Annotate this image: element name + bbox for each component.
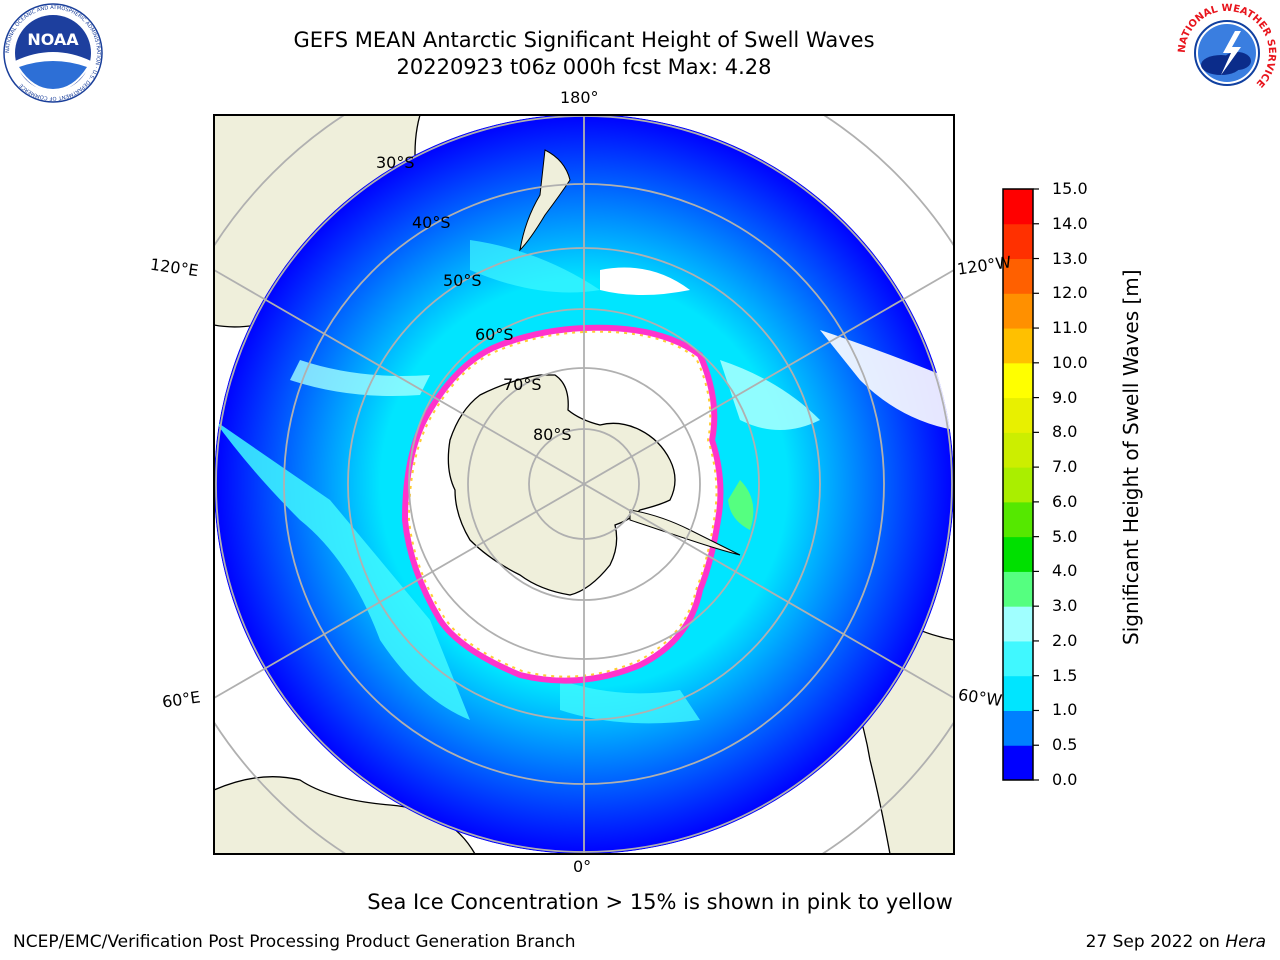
new-zealand-land — [519, 149, 571, 252]
colorbar-swatch-8 — [1003, 467, 1033, 503]
colorbar-swatch-12 — [1003, 328, 1033, 364]
colorbar-tick-label: 1.0 — [1052, 700, 1078, 720]
colorbar-tick-label: 0.5 — [1052, 735, 1078, 755]
colorbar-tick-label: 12.0 — [1052, 283, 1088, 303]
nws-logo: NATIONAL WEATHER SERVICE — [1177, 3, 1277, 102]
colorbar-tick-label: 7.0 — [1052, 457, 1078, 477]
colorbar-swatch-16 — [1003, 189, 1033, 225]
colorbar-tick-label: 10.0 — [1052, 352, 1088, 372]
footer-date-text: 27 Sep 2022 on — [1085, 932, 1220, 952]
footer-branch: NCEP/EMC/Verification Post Processing Pr… — [13, 932, 576, 952]
colorbar-tick-label: 11.0 — [1052, 318, 1088, 338]
sea-ice-note: Sea Ice Concentration > 15% is shown in … — [367, 890, 953, 914]
colorbar-swatch-10 — [1003, 397, 1033, 433]
colorbar-tick-label: 13.0 — [1052, 248, 1088, 268]
colorbar-tick-label: 2.0 — [1052, 630, 1078, 650]
colorbar-swatch-2 — [1003, 675, 1033, 711]
lat-label-60s: 60°S — [475, 325, 514, 344]
colorbar-swatch-7 — [1003, 501, 1033, 538]
colorbar-tick-label: 8.0 — [1052, 422, 1078, 442]
colorbar-swatch-6 — [1003, 536, 1033, 572]
lon-label-0: 0° — [573, 857, 592, 876]
colorbar-tick-label: 5.0 — [1052, 526, 1078, 546]
title-line-1: GEFS MEAN Antarctic Significant Height o… — [293, 28, 875, 52]
svg-text:NOAA: NOAA — [27, 30, 79, 49]
colorbar-tick-label: 0.0 — [1052, 770, 1078, 789]
colorbar-swatch-4 — [1003, 606, 1033, 642]
colorbar-tick-label: 1.5 — [1052, 665, 1078, 685]
footer-date: 27 Sep 2022 on Hera — [1086, 932, 1266, 952]
colorbar-swatch-9 — [1003, 432, 1033, 468]
lon-label-180: 180° — [560, 88, 599, 107]
colorbar-tick-label: 3.0 — [1052, 596, 1078, 616]
noaa-logo: NOAA NATIONAL OCEANIC AND ATMOSPHERIC AD… — [3, 3, 103, 103]
colorbar-swatch-0 — [1003, 745, 1033, 781]
footer-machine: Hera — [1225, 932, 1266, 952]
colorbar-swatch-11 — [1003, 362, 1033, 399]
colorbar-frame — [1002, 188, 1034, 781]
colorbar-swatch-3 — [1003, 640, 1033, 677]
colorbar-tick-label: 6.0 — [1052, 491, 1078, 511]
colorbar-swatch-1 — [1003, 710, 1033, 746]
title-line-2: 20220923 t06z 000h fcst Max: 4.28 — [396, 55, 772, 79]
lat-label-70s: 70°S — [503, 375, 542, 394]
colorbar-tick-label: 14.0 — [1052, 213, 1088, 233]
lat-label-80s: 80°S — [533, 425, 572, 444]
colorbar-tick-label: 9.0 — [1052, 387, 1078, 407]
lat-label-30s: 30°S — [376, 153, 415, 172]
colorbar-tick-label: 15.0 — [1052, 179, 1088, 198]
colorbar-swatch-13 — [1003, 293, 1033, 329]
antarctica-land — [447, 374, 676, 596]
colorbar-swatch-15 — [1003, 223, 1033, 260]
lat-label-50s: 50°S — [443, 271, 482, 290]
colorbar-swatch-14 — [1003, 258, 1033, 294]
colorbar — [1003, 188, 1039, 781]
map-frame — [213, 114, 955, 855]
colorbar-tick-label: 4.0 — [1052, 561, 1078, 581]
lat-label-40s: 40°S — [412, 213, 451, 232]
colorbar-swatch-5 — [1003, 571, 1033, 607]
